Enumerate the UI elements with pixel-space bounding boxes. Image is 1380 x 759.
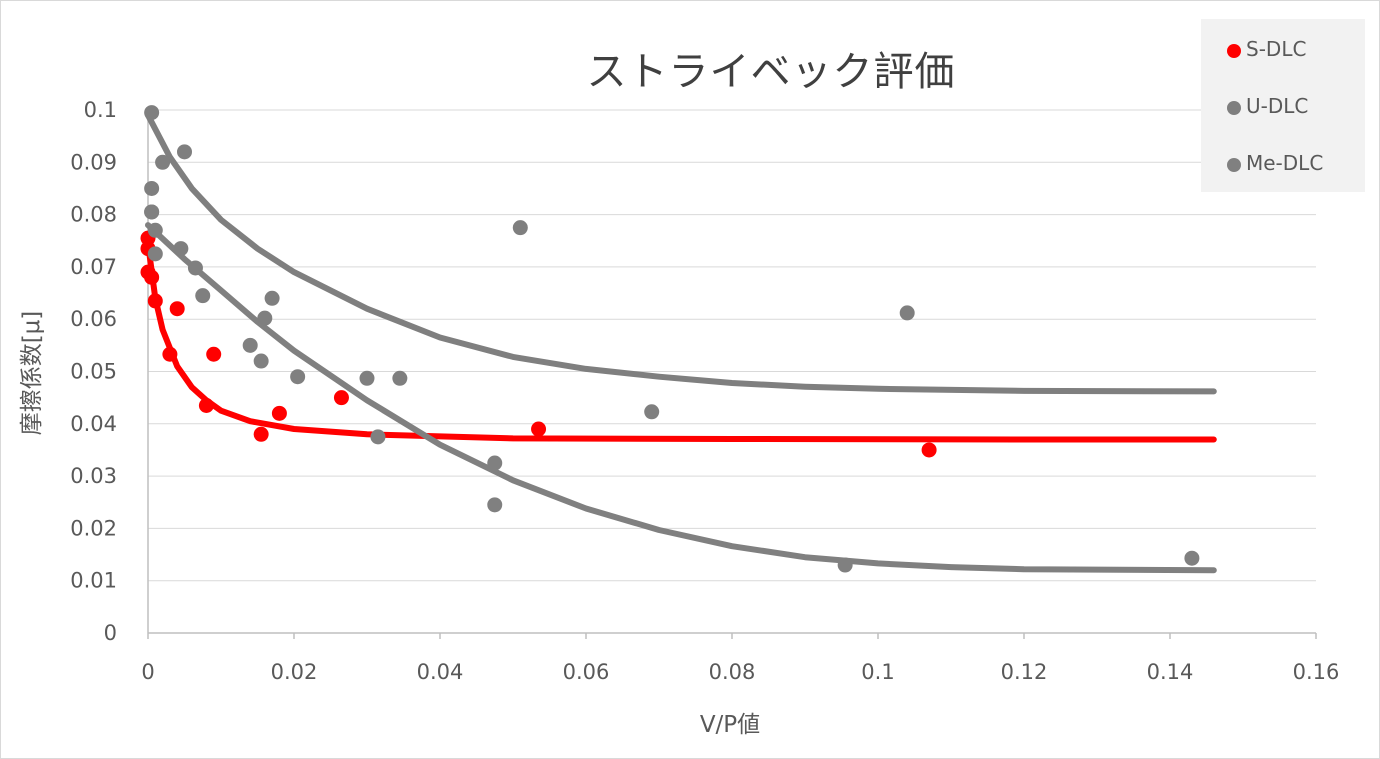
y-tick-label: 0.05 [70,360,117,384]
s-dlc-point [921,442,937,458]
x-axis-title: V/P値 [700,712,760,738]
x-tick-label: 0.08 [709,660,756,684]
gridlines [148,109,1316,582]
me-dlc-point [370,429,386,445]
trendlines [145,112,1217,574]
legend-label-me-dlc: Me-DLC [1246,151,1323,175]
x-tick-label: 0.1 [861,660,894,684]
s-dlc-point [198,397,214,413]
s-dlc-point [162,346,178,362]
me-dlc-point [487,455,503,471]
x-tick-label: 0.12 [1001,660,1048,684]
x-tick-label: 0.04 [417,660,464,684]
y-tick-label: 0.08 [70,203,117,227]
u-dlc-trendline [145,112,1217,395]
chart-title: ストライベック評価 [587,49,956,95]
me-dlc-point [487,497,503,513]
s-dlc-point [253,426,269,442]
y-axis-title: 摩擦係数[μ] [19,311,45,436]
x-tick-label: 0.14 [1147,660,1194,684]
u-dlc-point [257,310,273,326]
axes: 0 0.01 0.02 0.03 0.04 0.05 0.06 0.07 0.08 0.09 0.1… [70,98,1339,684]
u-dlc-point [144,180,160,196]
y-tick-label: 0.01 [70,569,117,593]
u-dlc-point [899,305,915,321]
me-dlc-point [147,246,163,262]
y-tick-label: 0.04 [70,412,117,436]
me-dlc-point [242,337,258,353]
legend-marker-me-dlc [1227,158,1241,172]
me-dlc-trendline [145,222,1217,574]
y-tick-label: 0.09 [70,150,117,174]
me-dlc-point [290,369,306,385]
u-dlc-point [264,290,280,306]
u-dlc-point [144,105,160,121]
me-dlc-point [144,204,160,220]
y-tick-label: 0.03 [70,464,117,488]
u-dlc-point [173,241,189,257]
x-tick-label: 0.06 [563,660,610,684]
u-dlc-point [195,288,211,304]
u-dlc-point [155,154,171,170]
s-dlc-point [144,269,160,285]
y-tick-label: 0.02 [70,516,117,540]
u-dlc-point [147,222,163,238]
legend: S-DLC U-DLC Me-DLC [1201,19,1365,192]
x-tick-label: 0.02 [271,660,318,684]
legend-marker-u-dlc [1227,101,1241,115]
s-dlc-point [169,301,185,317]
y-tick-label: 0.07 [70,255,117,279]
s-dlc-trendline [145,240,1217,443]
me-dlc-point [253,353,269,369]
y-tick-label: 0 [104,621,117,645]
u-dlc-point [392,370,408,386]
data-points [140,105,1200,573]
u-dlc-point [512,220,528,236]
s-dlc-point [333,390,349,406]
me-dlc-point [1184,550,1200,566]
s-dlc-point [206,346,222,362]
s-dlc-point [147,293,163,309]
legend-label-u-dlc: U-DLC [1246,94,1308,118]
u-dlc-point [644,404,660,420]
x-tick-label: 0.16 [1293,660,1340,684]
s-dlc-point [531,421,547,437]
legend-label-s-dlc: S-DLC [1246,37,1306,61]
y-tick-label: 0.06 [70,307,117,331]
s-dlc-point [271,405,287,421]
u-dlc-point [187,260,203,276]
me-dlc-point [837,557,853,573]
legend-marker-s-dlc [1227,44,1241,58]
x-tick-label: 0 [141,660,154,684]
u-dlc-point [177,144,192,160]
y-tick-label: 0.1 [84,98,117,122]
u-dlc-point [359,370,375,386]
